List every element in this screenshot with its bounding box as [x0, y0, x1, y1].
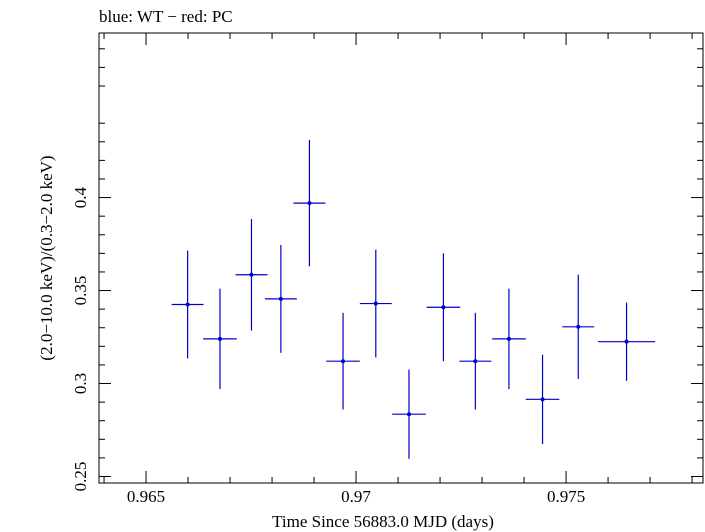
point-marker — [217, 336, 222, 341]
data-point — [525, 354, 560, 444]
x-axis: 0.965 0.97 0.975 — [103, 33, 693, 506]
point-marker — [307, 201, 312, 206]
x-tick-label: 0.97 — [341, 487, 371, 506]
data-point — [264, 244, 297, 353]
y-axis: 0.25 0.3 0.35 0.4 — [71, 48, 703, 492]
y-tick-label: 0.3 — [71, 373, 90, 394]
data-point — [392, 369, 426, 459]
point-marker — [473, 359, 478, 364]
y-tick-label: 0.35 — [71, 276, 90, 306]
point-marker — [373, 301, 378, 306]
x-axis-label: Time Since 56883.0 MJD (days) — [272, 512, 494, 531]
point-marker — [576, 324, 581, 329]
y-axis-label: (2.0−10.0 keV)/(0.3−2.0 keV) — [37, 155, 56, 360]
data-point — [293, 139, 326, 267]
x-tick-label: 0.965 — [127, 487, 165, 506]
point-marker — [185, 302, 190, 307]
data-point — [597, 302, 656, 381]
plot-frame — [98, 32, 704, 484]
point-marker — [441, 305, 446, 310]
data-point — [359, 249, 392, 358]
point-marker — [624, 339, 629, 344]
data-point — [203, 288, 237, 390]
data-point — [426, 253, 461, 362]
data-point — [326, 312, 360, 410]
data-point — [459, 312, 492, 410]
data-point — [171, 250, 204, 359]
point-marker — [278, 296, 283, 301]
point-marker — [540, 397, 545, 402]
point-marker — [341, 359, 346, 364]
point-marker — [406, 412, 411, 417]
point-marker — [506, 336, 511, 341]
data-series — [171, 139, 656, 459]
point-marker — [249, 272, 254, 277]
data-point — [562, 274, 595, 379]
chart-title: blue: WT − red: PC — [99, 7, 233, 26]
y-tick-label: 0.25 — [71, 462, 90, 492]
x-tick-label: 0.975 — [547, 487, 585, 506]
y-tick-label: 0.4 — [71, 186, 90, 208]
data-point — [235, 218, 268, 331]
data-point — [492, 288, 526, 390]
